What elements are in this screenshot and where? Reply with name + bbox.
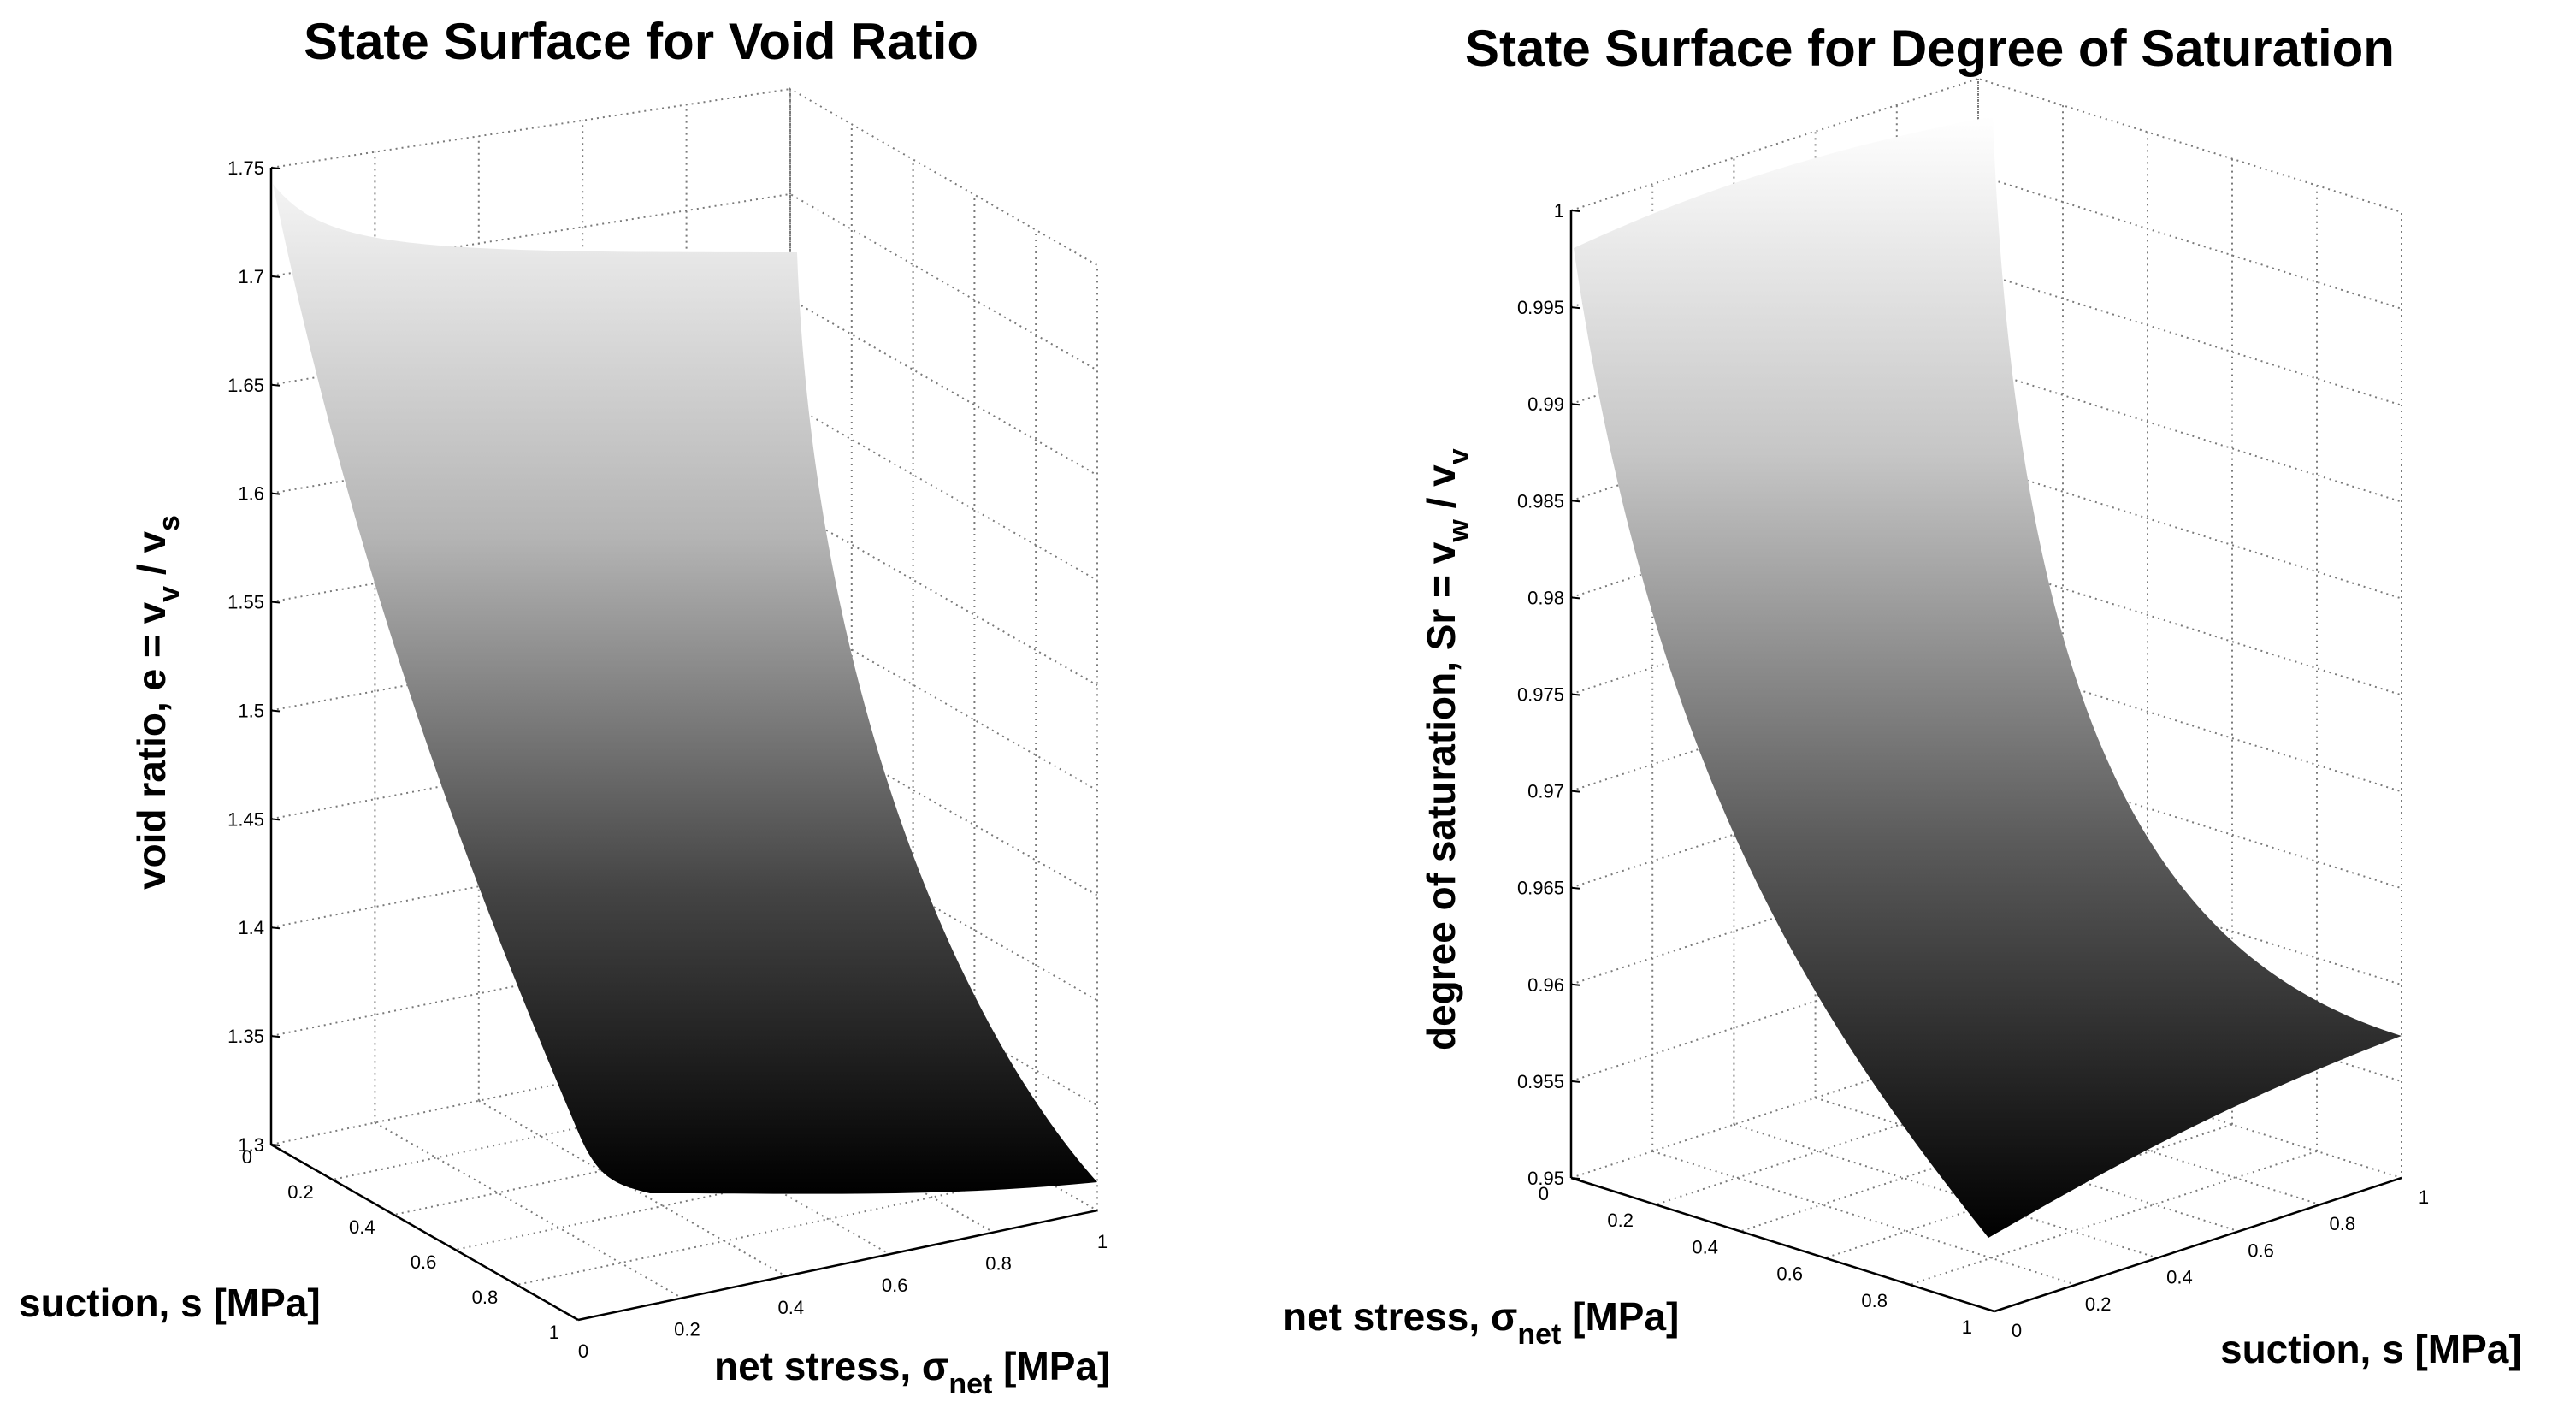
void-ratio-z-tick-label: 1.45 bbox=[227, 808, 264, 830]
saturation-net-stress-axis-label: net stress, σnet [MPa] bbox=[1283, 1294, 1680, 1351]
void-ratio-z-tick-label: 1.35 bbox=[227, 1026, 264, 1047]
saturation-suction-axis-label: suction, s [MPa] bbox=[2220, 1327, 2522, 1371]
saturation-z-axis-label: degree of saturation, Sr = vw / vv bbox=[1419, 448, 1475, 1050]
void-ratio-z-tick-label: 1.7 bbox=[238, 266, 264, 287]
void-ratio-front-tick-label: 1 bbox=[549, 1322, 559, 1343]
chart-title-saturation: State Surface for Degree of Saturation bbox=[1465, 20, 2395, 77]
void-ratio-tick-labels: 1.3 1.35 1.4 1.45 1.5 1.55 1.6 1.65 1.7 1.75 0 0.2 0… bbox=[227, 157, 1108, 1362]
void-ratio-front-tick-label: 0.4 bbox=[349, 1216, 375, 1238]
saturation-right-tick-label: 0.6 bbox=[2248, 1240, 2274, 1261]
chart-title-void-ratio: State Surface for Void Ratio bbox=[304, 13, 979, 70]
saturation-tick-labels: 0.95 0.955 0.96 0.965 0.97 0.975 0.98 0.985 0.99… bbox=[1517, 200, 2429, 1341]
void-ratio-right-tick-label: 0.4 bbox=[778, 1297, 805, 1318]
saturation-z-tick-label: 0.98 bbox=[1527, 587, 1564, 608]
saturation-z-tick-label: 0.955 bbox=[1517, 1071, 1564, 1092]
void-ratio-right-tick-label: 1 bbox=[1097, 1231, 1108, 1252]
void-ratio-right-tick-label: 0.8 bbox=[985, 1253, 1012, 1275]
void-ratio-suction-axis-label: suction, s [MPa] bbox=[19, 1281, 321, 1325]
saturation-plot: 0.95 0.955 0.96 0.965 0.97 0.975 0.98 0.985 0.99… bbox=[1517, 77, 2429, 1341]
saturation-front-tick-label: 0.2 bbox=[1607, 1210, 1634, 1231]
saturation-front-tick-label: 1 bbox=[1962, 1316, 1972, 1338]
void-ratio-z-tick-label: 1.55 bbox=[227, 592, 264, 613]
void-ratio-axes bbox=[269, 168, 1098, 1322]
saturation-right-tick-label: 0 bbox=[2012, 1320, 2022, 1341]
saturation-right-tick-label: 1 bbox=[2419, 1186, 2429, 1208]
saturation-right-tick-label: 0.4 bbox=[2166, 1267, 2193, 1288]
void-ratio-right-tick-label: 0.6 bbox=[882, 1275, 908, 1296]
saturation-z-tick-label: 0.965 bbox=[1517, 878, 1564, 899]
saturation-front-tick-label: 0.4 bbox=[1692, 1236, 1718, 1257]
saturation-right-tick-label: 0.8 bbox=[2330, 1213, 2356, 1234]
saturation-z-tick-label: 0.985 bbox=[1517, 490, 1564, 512]
saturation-surface bbox=[1574, 116, 2402, 1238]
saturation-front-tick-label: 0.6 bbox=[1776, 1263, 1803, 1285]
saturation-z-tick-label: 0.97 bbox=[1527, 781, 1564, 802]
saturation-z-tick-label: 0.99 bbox=[1527, 393, 1564, 415]
void-ratio-z-tick-label: 1.6 bbox=[238, 483, 264, 505]
void-ratio-front-tick-label: 0.2 bbox=[287, 1181, 314, 1203]
void-ratio-z-tick-label: 1.4 bbox=[238, 917, 264, 938]
void-ratio-plot: 1.3 1.35 1.4 1.45 1.5 1.55 1.6 1.65 1.7 1.75 0 0.2 0… bbox=[227, 87, 1108, 1362]
void-ratio-net-stress-axis-label: net stress, σnet [MPa] bbox=[714, 1344, 1111, 1400]
saturation-right-tick-label: 0.2 bbox=[2085, 1293, 2112, 1315]
void-ratio-z-tick-label: 1.65 bbox=[227, 375, 264, 396]
void-ratio-front-tick-label: 0 bbox=[242, 1146, 252, 1168]
saturation-front-tick-label: 0 bbox=[1539, 1183, 1549, 1204]
saturation-z-tick-label: 0.975 bbox=[1517, 684, 1564, 706]
saturation-z-tick-label: 0.995 bbox=[1517, 297, 1564, 318]
void-ratio-right-tick-label: 0 bbox=[578, 1340, 588, 1362]
void-ratio-z-axis-label: void ratio, e = vv / vs bbox=[129, 515, 186, 890]
saturation-z-tick-label: 0.96 bbox=[1527, 974, 1564, 996]
saturation-z-tick-label: 0.95 bbox=[1527, 1168, 1564, 1189]
void-ratio-z-tick-label: 1.75 bbox=[227, 157, 264, 179]
void-ratio-right-tick-label: 0.2 bbox=[674, 1318, 700, 1340]
saturation-z-tick-label: 1 bbox=[1554, 200, 1564, 222]
void-ratio-front-tick-label: 0.6 bbox=[411, 1251, 437, 1273]
void-ratio-z-tick-label: 1.5 bbox=[238, 700, 264, 721]
void-ratio-surface bbox=[273, 184, 1097, 1194]
void-ratio-front-tick-label: 0.8 bbox=[472, 1287, 499, 1308]
saturation-front-tick-label: 0.8 bbox=[1861, 1290, 1888, 1311]
void-ratio-z-tick-label: 1.3 bbox=[238, 1134, 264, 1156]
